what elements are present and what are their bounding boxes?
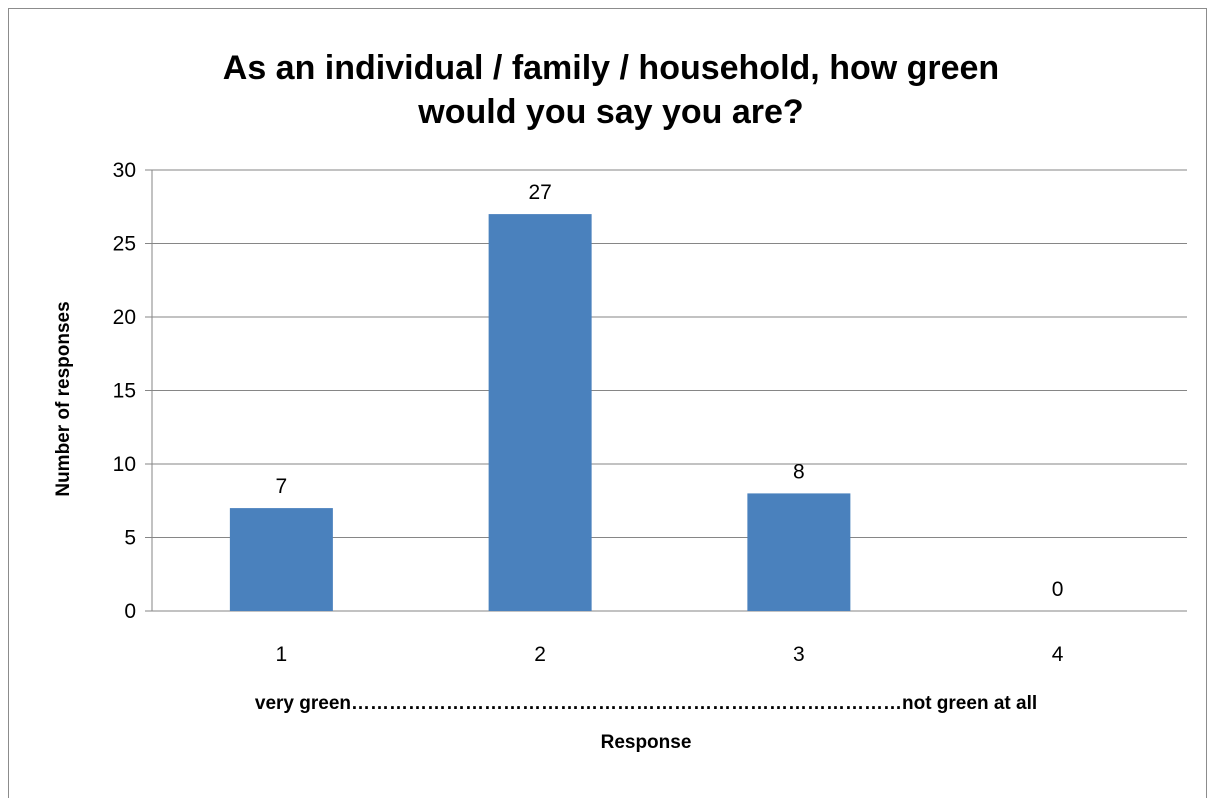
y-tick-label: 5 — [124, 527, 136, 550]
x-axis-scale-label: very green……………………………………………………………………………n… — [255, 693, 1037, 714]
y-tick-label: 20 — [113, 306, 136, 329]
chart-frame: As an individual / family / household, h… — [8, 8, 1207, 798]
y-tick-label: 0 — [124, 600, 136, 623]
bar-value-label: 27 — [528, 181, 551, 204]
x-axis-ticks: 1 2 3 4 — [276, 643, 1064, 666]
x-tick-label: 1 — [276, 643, 288, 666]
x-tick-label: 3 — [793, 643, 805, 666]
chart-title-line-1: As an individual / family / household, h… — [223, 49, 999, 87]
x-axis-title: Response — [601, 732, 692, 753]
bar-value-label: 0 — [1052, 578, 1064, 601]
bar — [747, 493, 851, 611]
bars — [229, 214, 851, 611]
bar — [488, 214, 592, 611]
y-tick-label: 30 — [113, 159, 136, 182]
y-tick-label: 10 — [113, 453, 136, 476]
x-tick-label: 4 — [1052, 643, 1064, 666]
data-labels: 7 27 8 0 — [276, 181, 1064, 601]
bar-value-label: 8 — [793, 460, 805, 483]
bar-chart: As an individual / family / household, h… — [53, 49, 1187, 753]
y-tick-label: 15 — [113, 380, 136, 403]
y-tick-label: 25 — [113, 233, 136, 256]
bar-value-label: 7 — [276, 475, 288, 498]
y-axis-title: Number of responses — [53, 301, 74, 496]
chart-title-line-2: would you say you are? — [417, 93, 803, 131]
x-tick-label: 2 — [534, 643, 546, 666]
y-axis-ticks: 0 5 10 15 20 25 30 — [113, 159, 136, 623]
bar — [229, 508, 333, 611]
